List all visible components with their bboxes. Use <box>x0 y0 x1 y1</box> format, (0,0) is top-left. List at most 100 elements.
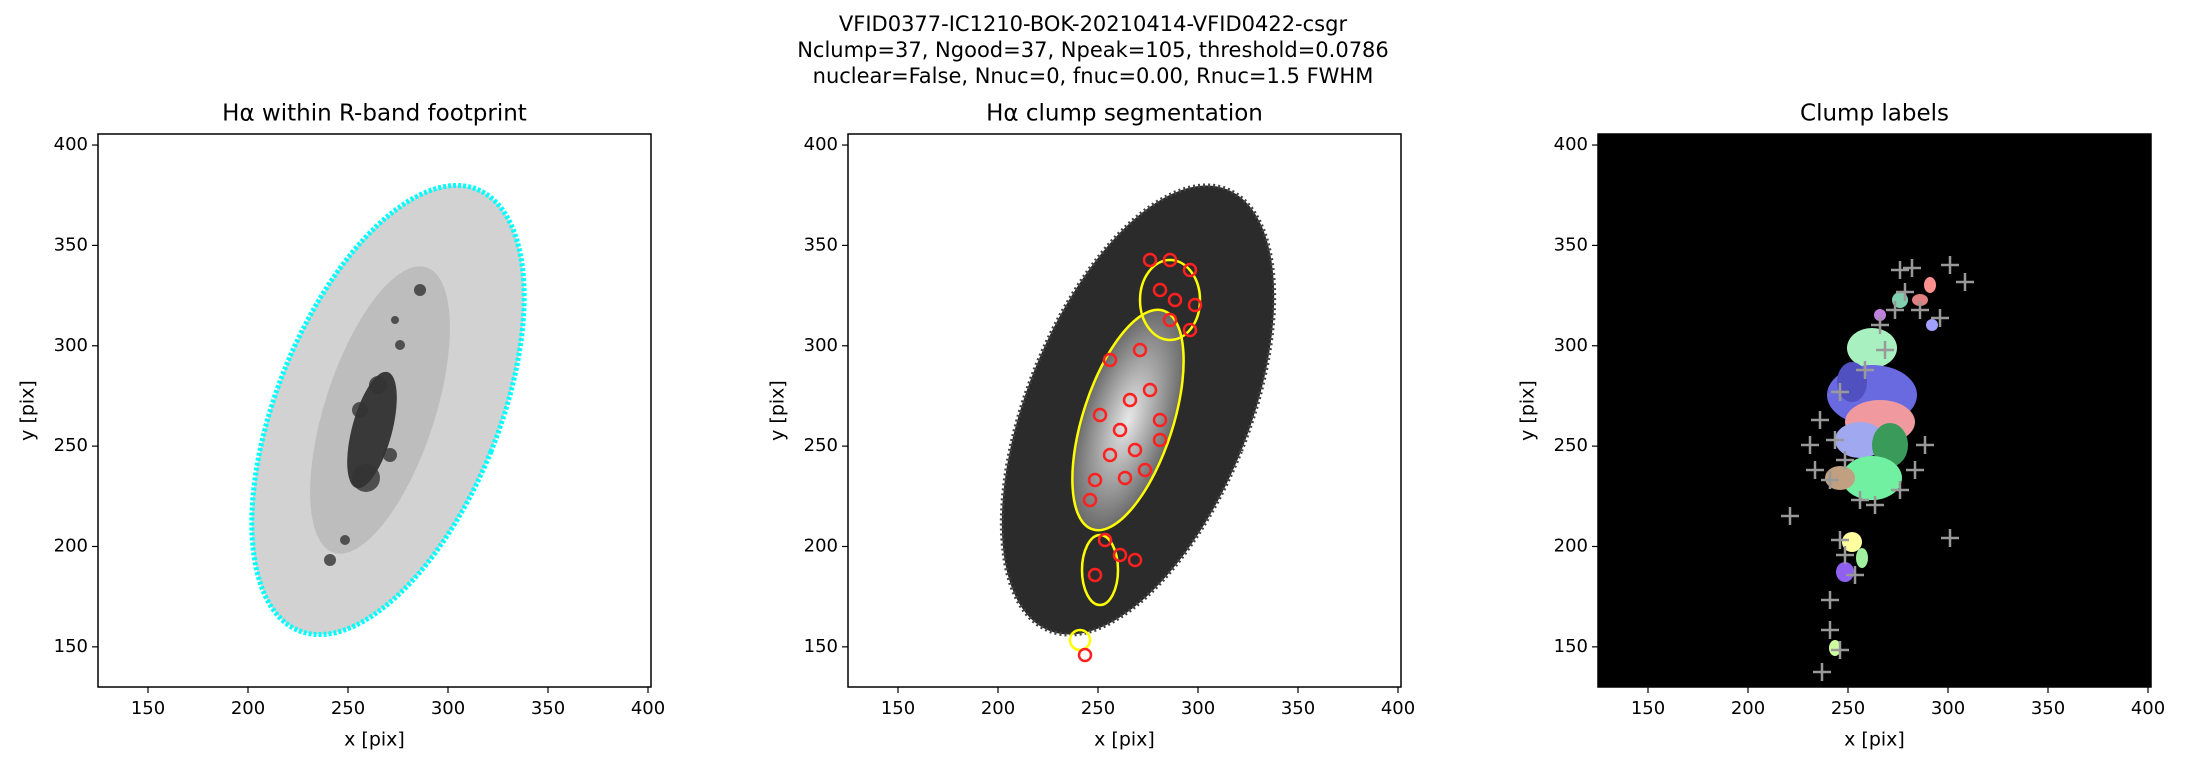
x-label: x [pix] <box>344 729 405 751</box>
peak <box>1102 447 1118 463</box>
image <box>999 183 1277 663</box>
y-label: y [pix] <box>767 380 789 441</box>
peak <box>1152 432 1168 448</box>
peak <box>1092 407 1108 423</box>
clump-label <box>1872 423 1908 467</box>
core <box>347 371 397 489</box>
peak <box>1087 567 1103 583</box>
y-tick-label: 400 <box>1554 134 1588 155</box>
peak <box>1182 262 1198 278</box>
x-label: x [pix] <box>1094 729 1155 751</box>
x-tick-label: 400 <box>1381 698 1415 719</box>
peak <box>1182 322 1198 338</box>
clump-label <box>1926 319 1938 331</box>
clump-label <box>1829 640 1841 656</box>
peak <box>1142 382 1158 398</box>
image <box>1598 134 2151 687</box>
axes-frame <box>1597 133 2152 688</box>
x-tick-label: 150 <box>881 698 915 719</box>
clump-label <box>1912 294 1928 306</box>
x-tick-label: 400 <box>631 698 665 719</box>
clump-label <box>1842 456 1902 500</box>
y-tick-label: 150 <box>1554 636 1588 657</box>
peak <box>1112 547 1128 563</box>
y-tick-label: 150 <box>804 636 838 657</box>
x-tick-label: 350 <box>2031 698 2065 719</box>
y-tick-label: 300 <box>804 335 838 356</box>
clump-label <box>1837 362 1867 402</box>
y-tick-label: 400 <box>804 134 838 155</box>
peak <box>1127 442 1143 458</box>
peak <box>1077 647 1093 663</box>
clump-label <box>1924 277 1936 293</box>
x-tick-label: 300 <box>1181 698 1215 719</box>
x-tick-label: 200 <box>1731 698 1765 719</box>
peak <box>1187 297 1203 313</box>
suptitle: VFID0377-IC1210-BOK-20210414-VFID0422-cs… <box>839 12 1348 36</box>
suptitle: nuclear=False, Nnuc=0, fnuc=0.00, Rnuc=1… <box>813 64 1374 88</box>
clump-label <box>1856 548 1868 568</box>
y-tick-label: 350 <box>54 234 88 255</box>
peak <box>1152 282 1168 298</box>
peak <box>1132 342 1148 358</box>
peak <box>1152 412 1168 428</box>
clump-label <box>1847 328 1897 368</box>
x-tick-label: 200 <box>981 698 1015 719</box>
clump <box>369 376 387 394</box>
y-tick-label: 200 <box>1554 535 1588 556</box>
axes-frame <box>847 133 1402 688</box>
x-tick-label: 150 <box>131 698 165 719</box>
x-label: x [pix] <box>1844 729 1905 751</box>
x-tick-label: 300 <box>1931 698 1965 719</box>
image <box>249 182 527 638</box>
x-tick-label: 400 <box>2131 698 2165 719</box>
y-label: y [pix] <box>1517 380 1539 441</box>
clump-label <box>1836 562 1854 582</box>
clump <box>352 464 380 492</box>
clump-label <box>1842 532 1862 552</box>
clump-label <box>1874 309 1886 321</box>
y-tick-label: 200 <box>54 535 88 556</box>
peak <box>1137 462 1153 478</box>
clump <box>340 535 350 545</box>
peak <box>1167 292 1183 308</box>
clump <box>352 402 368 418</box>
clump <box>414 284 426 296</box>
peak <box>1162 312 1178 328</box>
y-label: y [pix] <box>17 380 39 441</box>
y-tick-label: 350 <box>1554 234 1588 255</box>
peak <box>1082 492 1098 508</box>
peak <box>1087 472 1103 488</box>
clump <box>383 448 397 462</box>
x-tick-label: 250 <box>331 698 365 719</box>
x-tick-label: 300 <box>431 698 465 719</box>
y-tick-label: 300 <box>1554 335 1588 356</box>
y-tick-label: 250 <box>804 435 838 456</box>
clump-label <box>1825 466 1855 490</box>
axes-title: Hα within R-band footprint <box>222 101 527 127</box>
peak <box>1102 352 1118 368</box>
axes-frame <box>97 133 652 688</box>
peak <box>1117 470 1133 486</box>
peak <box>1127 552 1143 568</box>
clump <box>395 340 405 350</box>
peak <box>1112 422 1128 438</box>
y-tick-label: 400 <box>54 134 88 155</box>
y-tick-label: 250 <box>1554 435 1588 456</box>
peak <box>1122 392 1138 408</box>
peak <box>1142 252 1158 268</box>
x-tick-label: 250 <box>1831 698 1865 719</box>
y-tick-label: 350 <box>804 234 838 255</box>
y-tick-label: 250 <box>54 435 88 456</box>
y-tick-label: 300 <box>54 335 88 356</box>
x-tick-label: 150 <box>1631 698 1665 719</box>
x-tick-label: 200 <box>231 698 265 719</box>
y-tick-label: 200 <box>804 535 838 556</box>
axes-title: Hα clump segmentation <box>986 101 1263 127</box>
peak <box>1097 532 1113 548</box>
x-tick-label: 350 <box>1281 698 1315 719</box>
clump <box>391 316 399 324</box>
clump <box>324 554 336 566</box>
x-tick-label: 250 <box>1081 698 1115 719</box>
